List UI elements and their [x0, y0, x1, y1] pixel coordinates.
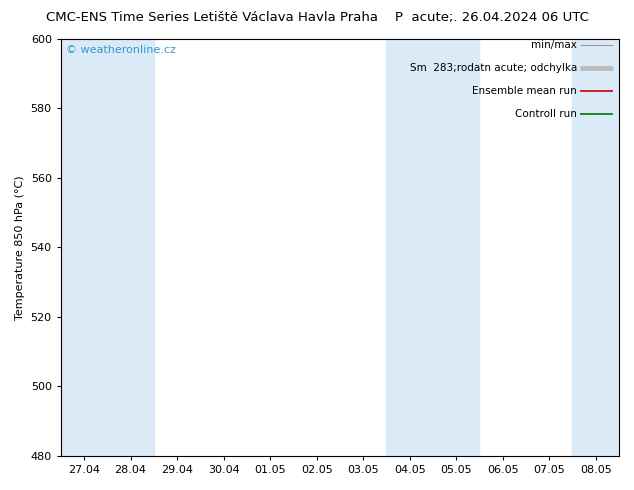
Text: © weatheronline.cz: © weatheronline.cz — [67, 45, 176, 55]
Bar — [387, 39, 433, 456]
Text: Sm  283;rodatn acute; odchylka: Sm 283;rodatn acute; odchylka — [410, 63, 577, 73]
Y-axis label: Temperature 850 hPa (°C): Temperature 850 hPa (°C) — [15, 175, 25, 319]
Bar — [61, 39, 107, 456]
Text: Controll run: Controll run — [515, 109, 577, 119]
Bar — [573, 39, 619, 456]
Text: min/max: min/max — [531, 40, 577, 50]
Bar — [107, 39, 154, 456]
Bar — [433, 39, 479, 456]
Text: Ensemble mean run: Ensemble mean run — [472, 86, 577, 96]
Text: CMC-ENS Time Series Letiště Václava Havla Praha    P  acute;. 26.04.2024 06 UTC: CMC-ENS Time Series Letiště Václava Havl… — [46, 11, 588, 24]
